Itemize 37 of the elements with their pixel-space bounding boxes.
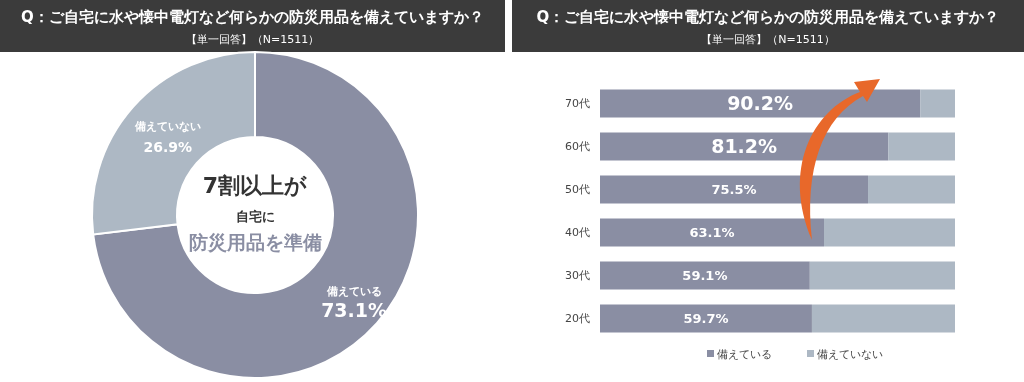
y-tick-label: 50代: [565, 182, 590, 196]
bar: [600, 261, 810, 290]
y-tick-label: 30代: [565, 268, 590, 282]
bar: [809, 261, 955, 290]
chart-subtitle: 【単一回答】（N=1511）: [185, 33, 320, 46]
y-tick-label: 40代: [565, 225, 590, 239]
bar: [888, 132, 955, 161]
y-tick-label: 70代: [565, 96, 590, 110]
slice-label: 備えている: [325, 284, 382, 298]
data-label: 59.7%: [683, 311, 729, 327]
data-label: 73.1%: [321, 298, 388, 321]
chart-title: Q：ご自宅に水や懐中電灯など何らかの防災用品を備えていますか？: [21, 8, 484, 26]
y-tick-label: 60代: [565, 139, 590, 153]
legend-label: 備えている: [717, 348, 772, 361]
bar: [868, 175, 955, 204]
bar: [600, 218, 825, 247]
bar: [600, 304, 812, 333]
bar: [600, 175, 869, 204]
bar: [811, 304, 955, 333]
text: 防災用品を準備: [188, 231, 322, 253]
bar: [920, 89, 955, 118]
data-label: 90.2%: [727, 92, 794, 115]
bar: [600, 89, 921, 118]
donut-slice: [92, 51, 419, 379]
text: 自宅に: [235, 209, 275, 224]
text: 7割以上が: [202, 173, 308, 198]
data-label: 81.2%: [711, 135, 778, 158]
slice-label: 備えていない: [133, 119, 201, 133]
data-label: 63.1%: [689, 225, 735, 241]
bar: [824, 218, 955, 247]
y-tick-label: 20代: [565, 311, 590, 325]
chart-subtitle: 【単一回答】（N=1511）: [701, 33, 835, 46]
data-label: 26.9%: [143, 138, 193, 155]
data-label: 59.1%: [682, 268, 728, 284]
chart-title: Q：ご自宅に水や懐中電灯など何らかの防災用品を備えていますか？: [536, 8, 1000, 26]
legend-label: 備えていない: [817, 348, 883, 361]
data-label: 75.5%: [711, 182, 757, 198]
